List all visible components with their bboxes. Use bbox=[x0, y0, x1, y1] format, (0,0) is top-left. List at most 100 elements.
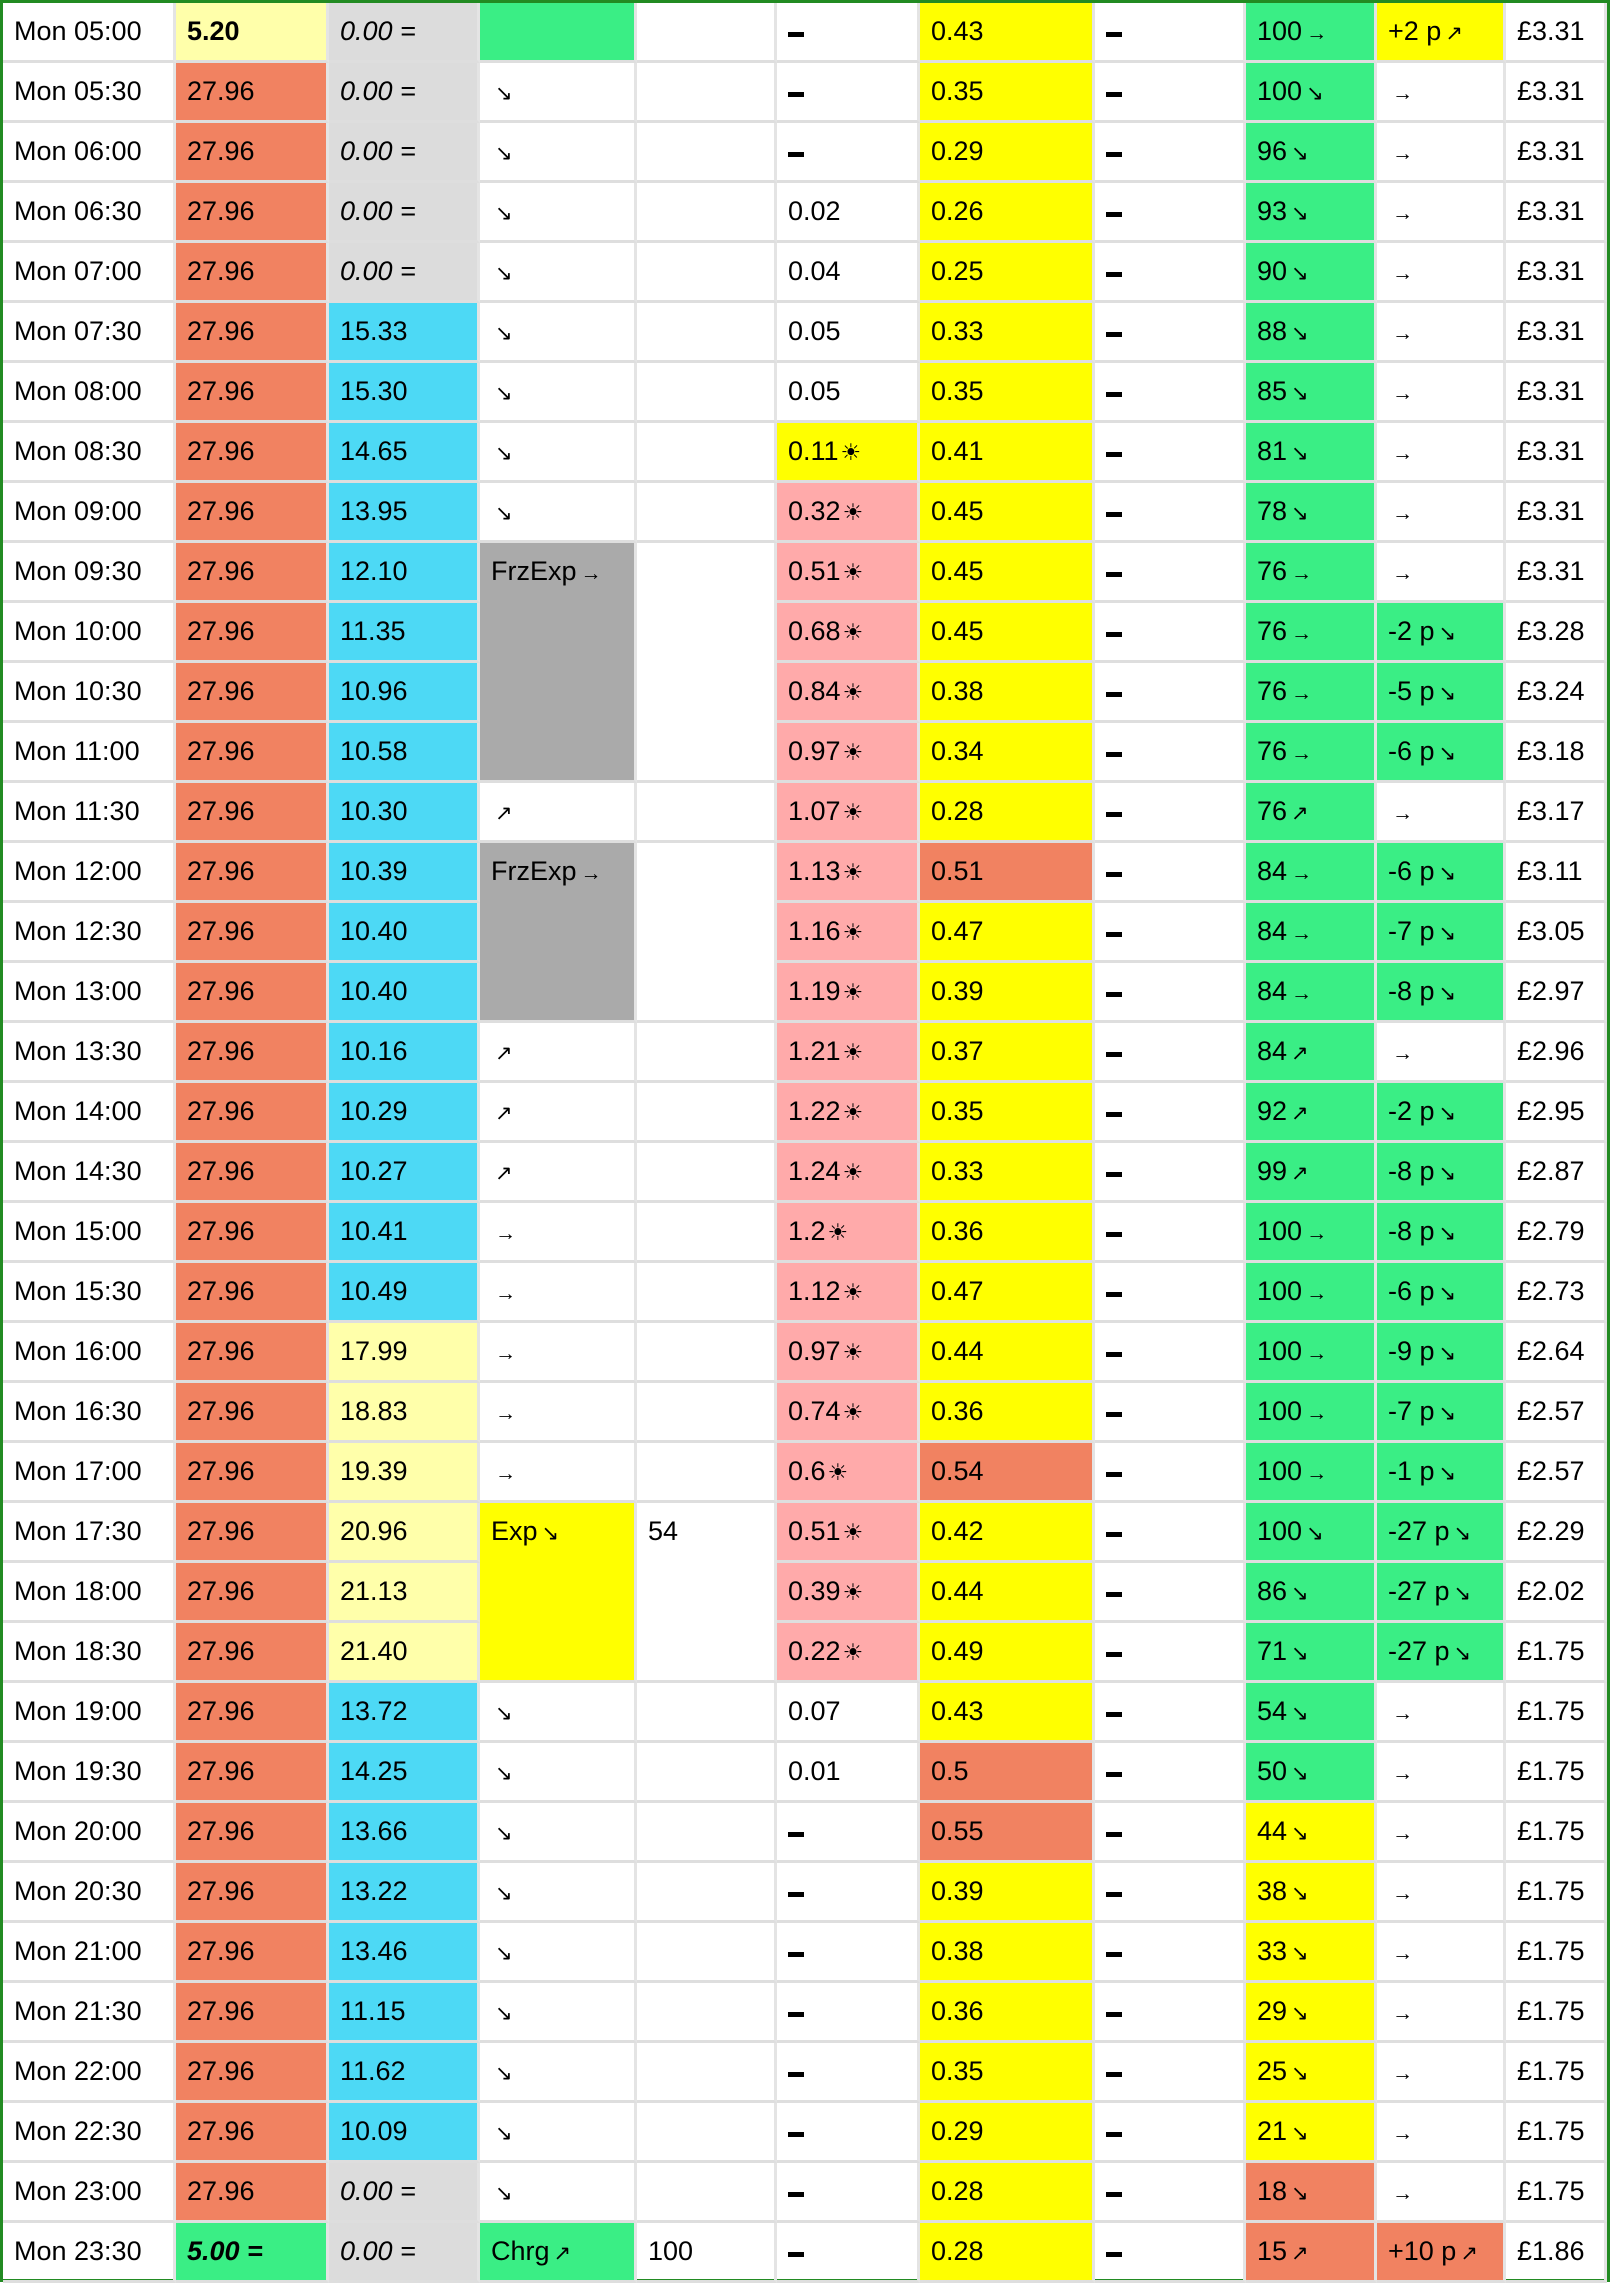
plan-row: Mon 08:00 27.96 15.30 ↘ 0.05 0.35 85 ↘ → £3.31 bbox=[3, 363, 1607, 423]
cell-total-cost: £1.75 bbox=[1506, 1683, 1607, 1743]
trend-arrow-icon: ↘ bbox=[495, 202, 513, 225]
cell-export-rate: 18.83 bbox=[329, 1383, 480, 1443]
cell-load-kwh: 0.36 bbox=[920, 1983, 1095, 2043]
plan-row: Mon 15:00 27.96 10.41 → 1.2☀ 0.36 100 → -8 p ↘ £2.… bbox=[3, 1203, 1607, 1263]
cell-export-rate: 15.30 bbox=[329, 363, 480, 423]
cell-limit-percent bbox=[637, 363, 777, 423]
cell-cost-delta: -2 p ↘ bbox=[1377, 603, 1506, 663]
cell-cost-delta: → bbox=[1377, 1743, 1506, 1803]
zero-dash-icon bbox=[1106, 812, 1122, 818]
cell-import-rate: 27.96 bbox=[176, 243, 329, 303]
plan-row: Mon 06:30 27.96 0.00 = ↘ 0.02 0.26 93 ↘ → £3.31 bbox=[3, 183, 1607, 243]
cell-state: → bbox=[480, 1383, 637, 1443]
cell-import-rate: 27.96 bbox=[176, 1743, 329, 1803]
cell-state: ↘ bbox=[480, 2163, 637, 2223]
cell-car-kwh bbox=[1095, 1683, 1246, 1743]
trend-arrow-icon: ↗ bbox=[1445, 22, 1463, 45]
cell-load-kwh: 0.29 bbox=[920, 2103, 1095, 2163]
zero-dash-icon bbox=[1106, 92, 1122, 98]
cell-car-kwh bbox=[1095, 1923, 1246, 1983]
cell-car-kwh bbox=[1095, 1623, 1246, 1683]
cell-cost-delta: -27 p ↘ bbox=[1377, 1563, 1506, 1623]
sun-icon: ☀ bbox=[842, 499, 864, 525]
cell-pv-kwh bbox=[777, 1923, 920, 1983]
trend-arrow-icon: ↘ bbox=[495, 322, 513, 345]
trend-arrow-icon: ↗ bbox=[495, 1102, 513, 1125]
cell-soc-percent: 84 → bbox=[1246, 903, 1377, 963]
cell-limit-percent bbox=[637, 1323, 777, 1383]
plan-row: Mon 07:30 27.96 15.33 ↘ 0.05 0.33 88 ↘ → £3.31 bbox=[3, 303, 1607, 363]
cell-limit-percent bbox=[637, 3, 777, 63]
trend-arrow-icon: → bbox=[495, 1402, 516, 1425]
cell-import-rate: 27.96 bbox=[176, 963, 329, 1023]
cell-pv-kwh: 0.05 bbox=[777, 363, 920, 423]
cell-state: ↘ bbox=[480, 2043, 637, 2103]
zero-dash-icon bbox=[1106, 1352, 1122, 1358]
trend-arrow-icon: → bbox=[1291, 682, 1313, 705]
cell-state: ↘ bbox=[480, 363, 637, 423]
cell-import-rate: 27.96 bbox=[176, 1323, 329, 1383]
sun-icon: ☀ bbox=[842, 1639, 864, 1665]
cell-time: Mon 05:00 bbox=[3, 3, 176, 63]
cell-load-kwh: 0.25 bbox=[920, 243, 1095, 303]
trend-arrow-icon: ↘ bbox=[495, 1882, 513, 1905]
cell-cost-delta: → bbox=[1377, 363, 1506, 423]
sun-icon: ☀ bbox=[842, 1099, 864, 1125]
cell-export-rate: 13.95 bbox=[329, 483, 480, 543]
cell-load-kwh: 0.45 bbox=[920, 543, 1095, 603]
cell-load-kwh: 0.26 bbox=[920, 183, 1095, 243]
sun-icon: ☀ bbox=[842, 859, 864, 885]
trend-arrow-icon: ↘ bbox=[1291, 2122, 1309, 2145]
cell-limit-percent bbox=[637, 303, 777, 363]
cell-time: Mon 13:00 bbox=[3, 963, 176, 1023]
cell-total-cost: £3.31 bbox=[1506, 423, 1607, 483]
trend-arrow-icon: ↘ bbox=[1453, 1582, 1472, 1605]
cell-export-rate: 10.40 bbox=[329, 963, 480, 1023]
cell-pv-kwh bbox=[777, 1983, 920, 2043]
cell-limit-percent bbox=[637, 843, 777, 1023]
cell-import-rate: 27.96 bbox=[176, 423, 329, 483]
cell-pv-kwh: 0.22☀ bbox=[777, 1623, 920, 1683]
trend-arrow-icon: ↘ bbox=[495, 382, 513, 405]
sun-icon: ☀ bbox=[827, 1219, 849, 1245]
cell-total-cost: £1.75 bbox=[1506, 2043, 1607, 2103]
cell-soc-percent: 100 → bbox=[1246, 1203, 1377, 1263]
cell-time: Mon 15:00 bbox=[3, 1203, 176, 1263]
cell-cost-delta: → bbox=[1377, 1923, 1506, 1983]
trend-arrow-icon: → bbox=[495, 1282, 516, 1305]
trend-arrow-icon: ↘ bbox=[1291, 1882, 1309, 1905]
cell-total-cost: £1.75 bbox=[1506, 1623, 1607, 1683]
cell-cost-delta: → bbox=[1377, 483, 1506, 543]
cell-pv-kwh: 1.12☀ bbox=[777, 1263, 920, 1323]
cell-soc-percent: 76 ↗ bbox=[1246, 783, 1377, 843]
cell-total-cost: £3.31 bbox=[1506, 243, 1607, 303]
cell-pv-kwh: 0.04 bbox=[777, 243, 920, 303]
cell-car-kwh bbox=[1095, 423, 1246, 483]
zero-dash-icon bbox=[788, 32, 804, 38]
cell-limit-percent bbox=[637, 1803, 777, 1863]
cell-time: Mon 18:30 bbox=[3, 1623, 176, 1683]
cell-soc-percent: 71 ↘ bbox=[1246, 1623, 1377, 1683]
cell-total-cost: £1.75 bbox=[1506, 2103, 1607, 2163]
cell-car-kwh bbox=[1095, 603, 1246, 663]
trend-arrow-icon: → bbox=[1392, 1762, 1413, 1785]
cell-limit-percent bbox=[637, 1203, 777, 1263]
cell-pv-kwh bbox=[777, 2163, 920, 2223]
trend-arrow-icon: → bbox=[1392, 1702, 1413, 1725]
cell-car-kwh bbox=[1095, 3, 1246, 63]
cell-load-kwh: 0.38 bbox=[920, 663, 1095, 723]
cell-pv-kwh: 0.39☀ bbox=[777, 1563, 920, 1623]
cell-export-rate: 10.27 bbox=[329, 1143, 480, 1203]
cell-pv-kwh bbox=[777, 3, 920, 63]
trend-arrow-icon: ↘ bbox=[495, 1702, 513, 1725]
cell-time: Mon 06:00 bbox=[3, 123, 176, 183]
cell-pv-kwh: 0.11☀ bbox=[777, 423, 920, 483]
cell-time: Mon 11:00 bbox=[3, 723, 176, 783]
cell-import-rate: 27.96 bbox=[176, 2043, 329, 2103]
cell-total-cost: £2.57 bbox=[1506, 1383, 1607, 1443]
cell-limit-percent bbox=[637, 543, 777, 783]
plan-row: Mon 11:00 27.96 10.58 0.97☀ 0.34 76 → -6 p ↘ £3.1… bbox=[3, 723, 1607, 783]
cell-export-rate: 0.00 = bbox=[329, 2163, 480, 2223]
cell-import-rate: 27.96 bbox=[176, 1443, 329, 1503]
cell-pv-kwh bbox=[777, 2103, 920, 2163]
